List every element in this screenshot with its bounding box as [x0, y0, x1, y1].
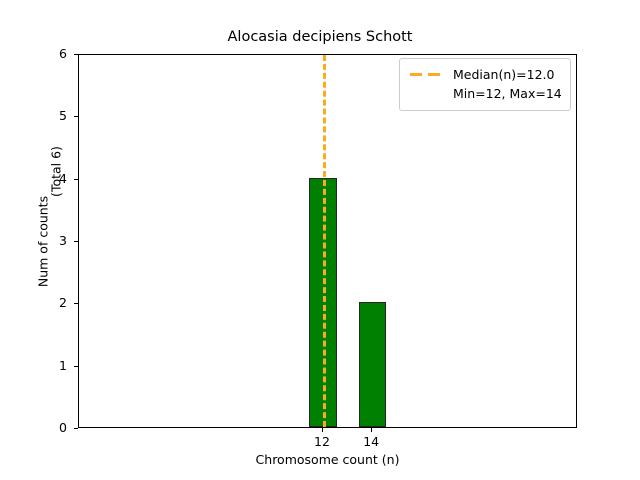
y-tick-label-2: 2 — [59, 295, 67, 311]
x-tick-label-12: 12 — [314, 434, 330, 449]
y-tick-label-4: 4 — [59, 170, 67, 186]
y-tick-label-6: 6 — [59, 46, 67, 61]
legend-dashed-line-icon — [409, 68, 444, 81]
x-tick-mark-12 — [322, 428, 323, 432]
bar-12 — [309, 177, 337, 427]
x-axis-label: Chromosome count (n) — [255, 452, 400, 467]
plot-area — [78, 54, 577, 428]
chart-title: Alocasia decipiens Schott — [227, 29, 413, 45]
plot-inner — [79, 55, 576, 427]
y-tick-mark-5 — [74, 116, 78, 118]
legend: Median(n)=12.0 Min=12, Max=14 — [399, 58, 571, 111]
y-tick-mark-4 — [74, 178, 78, 180]
y-tick-mark-2 — [74, 303, 78, 305]
y-tick-mark-3 — [74, 241, 78, 242]
y-tick-mark-6 — [74, 54, 78, 55]
x-tick-label-14: 14 — [363, 434, 380, 449]
y-tick-label-3: 3 — [59, 233, 67, 248]
legend-entry-median: Median(n)=12.0 — [409, 65, 561, 84]
median-line — [323, 55, 326, 427]
y-tick-mark-0 — [74, 428, 78, 429]
legend-label-minmax: Min=12, Max=14 — [453, 85, 562, 101]
legend-label-median: Median(n)=12.0 — [453, 66, 555, 82]
y-tick-label-1: 1 — [59, 357, 67, 373]
y-tick-mark-1 — [74, 365, 78, 367]
y-tick-label-0: 0 — [59, 420, 67, 435]
bar-14 — [358, 302, 386, 427]
legend-entry-minmax: Min=12, Max=14 — [409, 84, 562, 103]
x-tick-mark-14 — [371, 428, 373, 432]
y-tick-label-5: 5 — [59, 108, 67, 124]
y-axis-label-total: (Total 6) — [48, 146, 64, 197]
